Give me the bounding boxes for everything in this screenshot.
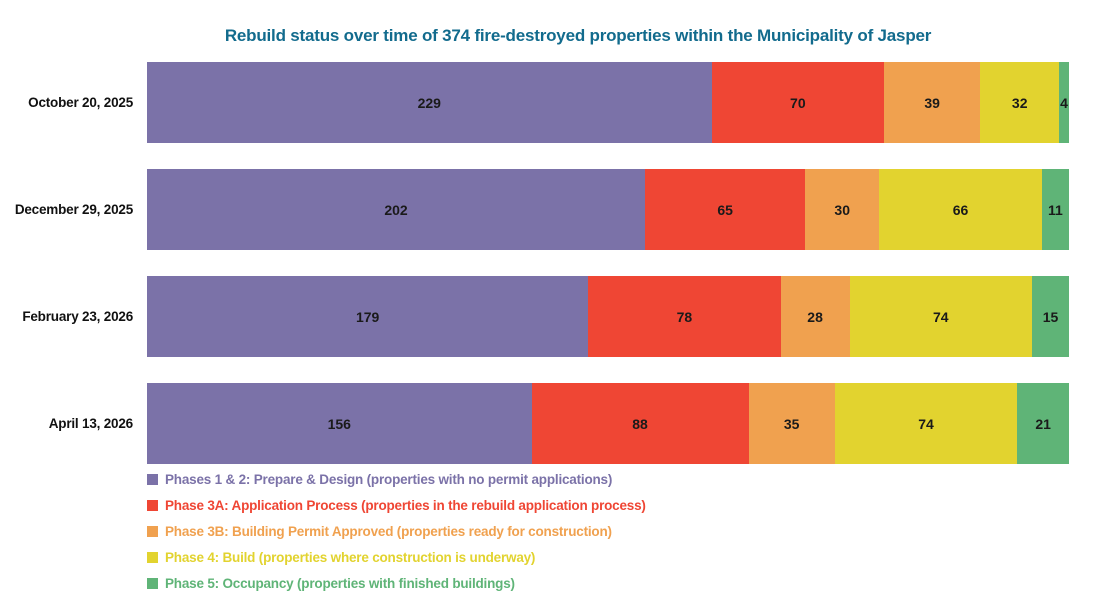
segment-value: 35	[783, 415, 800, 432]
segment-value: 66	[952, 201, 969, 218]
segment-value: 74	[918, 415, 934, 432]
legend-label: Phase 5: Occupancy (properties with fini…	[165, 575, 515, 591]
bar-segment: 28	[780, 276, 850, 357]
segment-value: 21	[1035, 415, 1051, 432]
legend-swatch	[147, 551, 158, 563]
bar-segment: 32	[980, 62, 1060, 143]
legend-item: Phases 1 & 2: Prepare & Design (properti…	[147, 466, 646, 492]
segment-value: 229	[417, 94, 441, 111]
segment-value: 74	[933, 308, 949, 325]
bar-row: October 20, 2025 229 70 39 32 4	[0, 62, 1069, 143]
bar-row: December 29, 2025 202 65 30 66 11	[0, 169, 1069, 250]
stacked-bar: 156 88 35 74 21	[147, 383, 1069, 464]
segment-value: 4	[1060, 94, 1068, 111]
segment-value: 32	[1011, 94, 1028, 111]
bar-segment: 229	[147, 62, 712, 143]
bar-row: April 13, 2026 156 88 35 74 21	[0, 383, 1069, 464]
bar-segment: 11	[1041, 169, 1069, 250]
segment-value: 15	[1042, 308, 1059, 325]
category-label: February 23, 2026	[22, 309, 133, 324]
bar-segment: 21	[1017, 383, 1069, 464]
bar-segment: 78	[588, 276, 781, 357]
bar-segment: 35	[748, 383, 835, 464]
stacked-bar: 229 70 39 32 4	[147, 62, 1069, 143]
bar-segment: 4	[1059, 62, 1069, 143]
legend-label: Phase 3A: Application Process (propertie…	[165, 497, 646, 513]
bar-segment: 156	[147, 383, 532, 464]
legend-label: Phases 1 & 2: Prepare & Design (properti…	[165, 471, 613, 487]
legend-swatch	[147, 577, 158, 589]
legend: Phases 1 & 2: Prepare & Design (properti…	[147, 466, 646, 596]
bar-segment: 202	[147, 169, 645, 250]
bar-segment: 39	[884, 62, 981, 143]
legend-swatch	[147, 525, 158, 537]
segment-value: 39	[924, 94, 940, 111]
bar-segment: 65	[644, 169, 806, 250]
bar-rows: October 20, 2025 229 70 39 32 4 December 29, 2…	[0, 62, 1069, 490]
segment-value: 70	[790, 94, 806, 111]
segment-value: 65	[717, 201, 733, 218]
stacked-bar: 202 65 30 66 11	[147, 169, 1069, 250]
segment-value: 11	[1048, 201, 1063, 218]
segment-value: 30	[834, 201, 850, 218]
legend-label: Phase 3B: Building Permit Approved (prop…	[165, 523, 612, 539]
bar-segment: 179	[147, 276, 589, 357]
stacked-bar: 179 78 28 74 15	[147, 276, 1069, 357]
bar-segment: 15	[1032, 276, 1069, 357]
bar-segment: 70	[711, 62, 885, 143]
bar-segment: 74	[849, 276, 1033, 357]
bar-segment: 88	[531, 383, 749, 464]
legend-item: Phase 5: Occupancy (properties with fini…	[147, 570, 646, 596]
segment-value: 88	[632, 415, 648, 432]
bar-row: February 23, 2026 179 78 28 74 15	[0, 276, 1069, 357]
legend-swatch	[147, 473, 158, 485]
category-label: April 13, 2026	[48, 416, 133, 431]
category-label: December 29, 2025	[14, 202, 133, 217]
bar-segment: 74	[834, 383, 1018, 464]
segment-value: 179	[355, 308, 380, 325]
legend-item: Phase 3B: Building Permit Approved (prop…	[147, 518, 646, 544]
segment-value: 202	[384, 201, 408, 218]
chart-title: Rebuild status over time of 374 fire-des…	[224, 26, 932, 45]
category-label: October 20, 2025	[28, 95, 133, 110]
segment-value: 78	[676, 308, 693, 325]
bar-segment: 66	[879, 169, 1042, 250]
legend-item: Phase 4: Build (properties where constru…	[147, 544, 646, 570]
segment-value: 28	[807, 308, 823, 325]
legend-item: Phase 3A: Application Process (propertie…	[147, 492, 646, 518]
legend-label: Phase 4: Build (properties where constru…	[165, 549, 536, 565]
bar-segment: 30	[805, 169, 880, 250]
legend-swatch	[147, 499, 158, 511]
segment-value: 156	[327, 415, 351, 432]
